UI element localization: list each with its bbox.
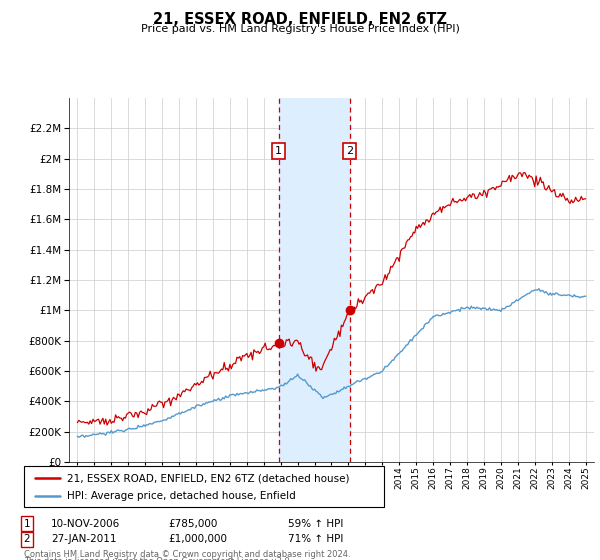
Text: Price paid vs. HM Land Registry's House Price Index (HPI): Price paid vs. HM Land Registry's House …	[140, 24, 460, 34]
Text: 71% ↑ HPI: 71% ↑ HPI	[288, 534, 343, 544]
Text: 59% ↑ HPI: 59% ↑ HPI	[288, 519, 343, 529]
FancyBboxPatch shape	[24, 466, 384, 507]
Text: 21, ESSEX ROAD, ENFIELD, EN2 6TZ: 21, ESSEX ROAD, ENFIELD, EN2 6TZ	[153, 12, 447, 27]
Text: 2: 2	[23, 534, 31, 544]
Text: This data is licensed under the Open Government Licence v3.0.: This data is licensed under the Open Gov…	[24, 557, 292, 560]
Text: Contains HM Land Registry data © Crown copyright and database right 2024.: Contains HM Land Registry data © Crown c…	[24, 550, 350, 559]
Text: 2: 2	[346, 146, 353, 156]
Text: 27-JAN-2011: 27-JAN-2011	[51, 534, 116, 544]
Text: £1,000,000: £1,000,000	[168, 534, 227, 544]
Text: 1: 1	[275, 146, 282, 156]
Text: 1: 1	[23, 519, 31, 529]
Text: £785,000: £785,000	[168, 519, 217, 529]
Text: HPI: Average price, detached house, Enfield: HPI: Average price, detached house, Enfi…	[67, 491, 296, 501]
Text: 21, ESSEX ROAD, ENFIELD, EN2 6TZ (detached house): 21, ESSEX ROAD, ENFIELD, EN2 6TZ (detach…	[67, 473, 350, 483]
Bar	[278, 98, 350, 462]
Text: 10-NOV-2006: 10-NOV-2006	[51, 519, 120, 529]
